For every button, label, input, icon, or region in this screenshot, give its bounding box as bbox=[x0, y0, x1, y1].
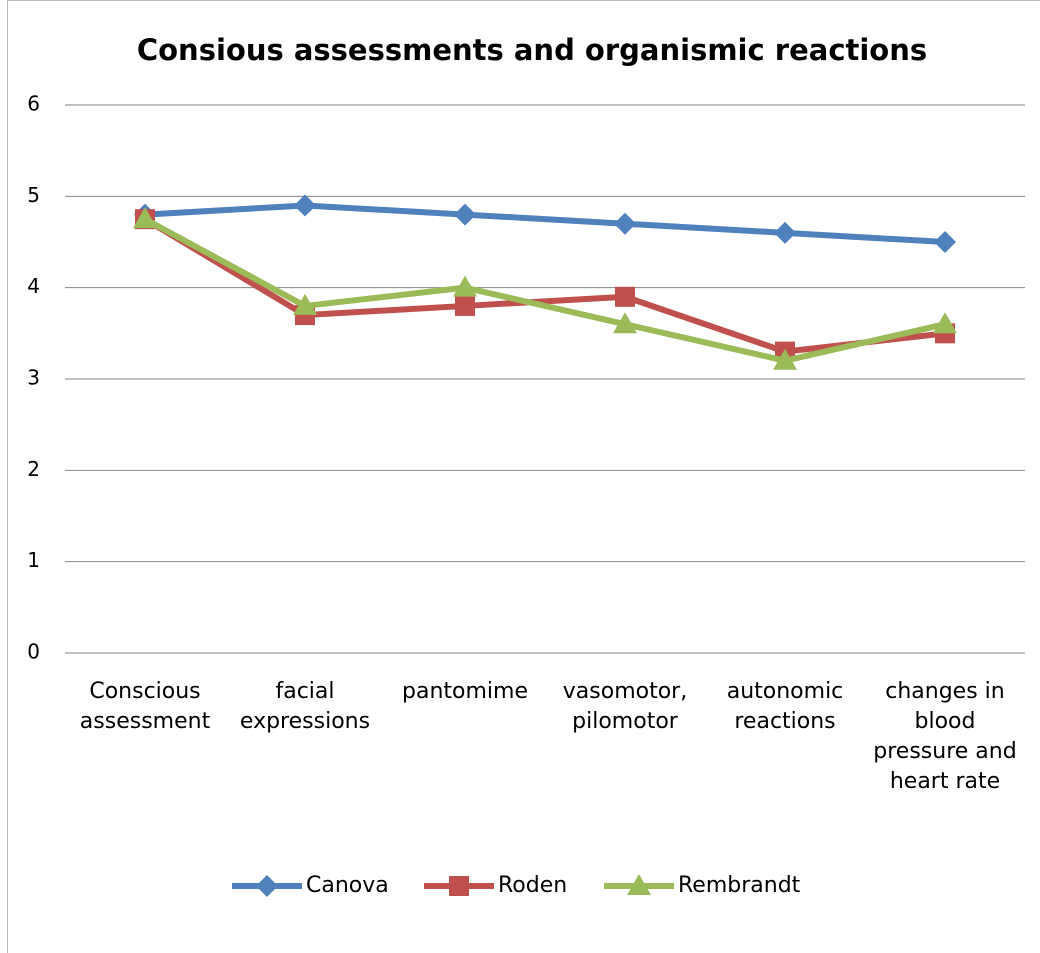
y-tick-label: 1 bbox=[27, 548, 40, 572]
series-line bbox=[143, 216, 946, 364]
marker bbox=[934, 231, 956, 253]
y-tick-label: 6 bbox=[27, 92, 40, 116]
y-tick-label: 3 bbox=[27, 366, 40, 390]
marker bbox=[455, 295, 475, 316]
marker bbox=[454, 203, 476, 226]
legend-marker bbox=[449, 876, 469, 896]
legend-label: Rembrandt bbox=[678, 873, 801, 898]
x-tick-label: vasomotor, pilomotor bbox=[562, 679, 688, 734]
legend-marker bbox=[627, 874, 651, 895]
marker bbox=[294, 194, 316, 217]
y-tick-label: 5 bbox=[27, 183, 40, 207]
x-tick-label: autonomic reactions bbox=[726, 679, 844, 734]
marker bbox=[615, 286, 635, 307]
x-tick-label: Conscious assessment bbox=[79, 679, 211, 734]
y-tick-label: 0 bbox=[27, 640, 40, 664]
x-tick-label: facial expressions bbox=[239, 679, 371, 734]
chart-title: Consious assessments and organismic reac… bbox=[137, 33, 927, 67]
marker bbox=[133, 207, 157, 229]
marker bbox=[453, 275, 477, 297]
legend-marker bbox=[256, 875, 278, 897]
legend-label: Canova bbox=[306, 873, 389, 898]
marker bbox=[774, 221, 796, 244]
x-tick-label: pantomime bbox=[402, 679, 528, 704]
y-tick-label: 4 bbox=[27, 274, 40, 298]
series-line bbox=[143, 216, 946, 355]
marker bbox=[293, 293, 317, 315]
marker bbox=[773, 348, 797, 370]
x-tick-label: changes in blood pressure and heart rate bbox=[873, 679, 1017, 794]
marker bbox=[933, 312, 957, 334]
legend-label: Roden bbox=[498, 873, 567, 898]
series-line bbox=[144, 202, 946, 245]
marker bbox=[613, 312, 637, 334]
chart-border bbox=[7, 0, 1040, 953]
y-tick-label: 2 bbox=[27, 457, 40, 481]
marker bbox=[614, 212, 636, 235]
